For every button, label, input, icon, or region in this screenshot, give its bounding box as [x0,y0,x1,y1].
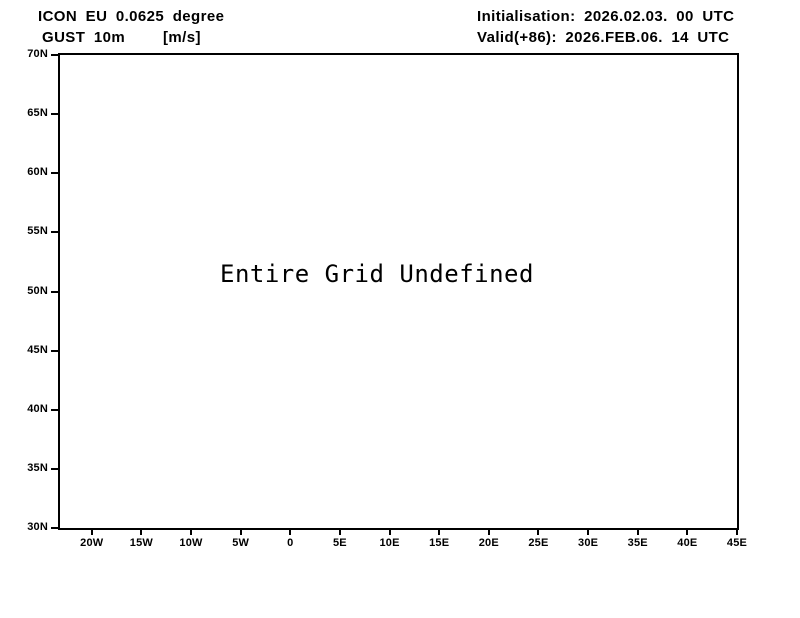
title-block: ICON EU 0.0625 degree GUST 10m [m/s] [38,6,224,48]
x-tick-label: 0 [287,537,294,549]
grid-undefined-message: Entire Grid Undefined [220,260,534,288]
x-tick-label: 20E [478,537,499,549]
x-tick-mark [388,530,391,535]
x-tick-mark [587,530,590,535]
x-tick-mark [438,530,441,535]
y-tick-mark [51,408,58,411]
y-tick-mark [51,54,58,56]
x-tick-label: 35E [627,537,648,549]
y-tick-label: 60N [27,166,48,179]
y-tick-label: 50N [27,284,48,297]
units-label: [m/s] [163,29,201,46]
x-tick-label: 10E [379,537,400,549]
x-tick-mark [736,530,738,535]
y-tick-label: 40N [27,402,48,415]
variable-label: GUST 10m [42,29,126,46]
x-tick-label: 15W [129,537,153,549]
y-tick-mark [51,172,58,175]
valid-time-label: Valid(+86): 2026.FEB.06. 14 UTC [477,29,730,46]
x-tick-mark [239,530,242,535]
y-tick-label: 35N [27,461,48,474]
y-tick-label: 45N [27,343,48,356]
x-tick-label: 5W [232,537,250,549]
x-tick-label: 5E [332,537,347,549]
x-tick-mark [140,530,143,535]
y-tick-mark [51,290,58,293]
y-tick-label: 70N [27,48,48,60]
y-tick-mark [51,113,58,116]
x-tick-mark [338,530,341,535]
x-tick-label: 10W [179,537,203,549]
y-tick-mark [51,231,58,234]
y-tick-label: 30N [27,521,48,533]
x-tick-label: 45E [726,537,748,549]
run-info-block: Initialisation: 2026.02.03. 00 UTC Valid… [477,6,734,48]
x-tick-mark [90,530,93,535]
variable-line: GUST 10m [m/s] [38,27,224,48]
model-title: ICON EU 0.0625 degree [38,8,225,25]
x-tick-label: 30E [578,537,599,549]
x-tick-mark [686,530,689,535]
x-tick-mark [190,530,193,535]
y-tick-mark [51,467,58,470]
y-tick-label: 65N [27,107,48,120]
x-tick-label: 15E [429,537,450,549]
x-tick-mark [289,530,292,535]
y-tick-mark [51,527,58,529]
y-tick-mark [51,349,58,352]
initialisation-label: Initialisation: 2026.02.03. 00 UTC [477,8,735,25]
x-tick-label: 40E [677,537,698,549]
y-tick-label: 55N [27,225,48,238]
x-tick-mark [537,530,540,535]
x-tick-mark [636,530,639,535]
x-tick-label: 20W [80,537,104,549]
plot-area: Entire Grid Undefined 20W 15W 10W 5W 0 5E 10E 1… [27,48,747,549]
x-tick-mark [487,530,490,535]
x-tick-label: 25E [528,537,549,549]
